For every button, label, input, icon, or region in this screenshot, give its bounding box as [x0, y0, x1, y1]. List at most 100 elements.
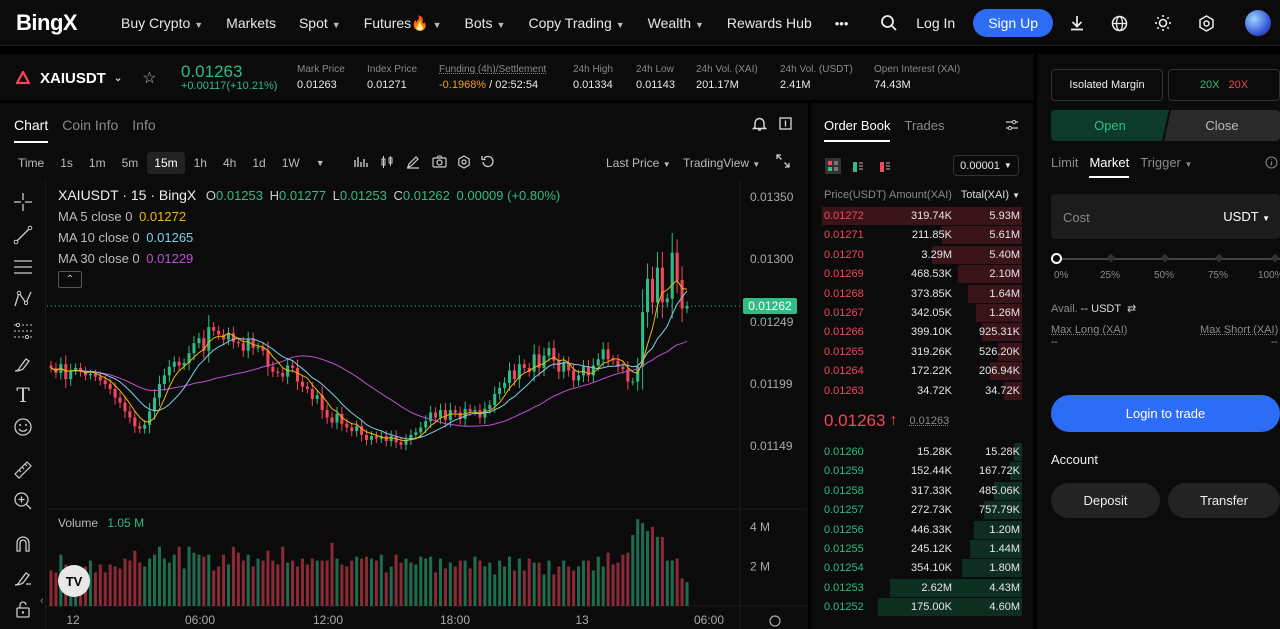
horizontal-lines-icon[interactable] [12, 256, 34, 278]
camera-icon[interactable] [432, 155, 447, 171]
download-icon[interactable] [1069, 15, 1085, 31]
chart-settings-icon[interactable] [457, 154, 471, 172]
ask-row[interactable]: 0.01265 319.26K 526.20K [822, 342, 1022, 362]
tab-chart[interactable]: Chart [14, 117, 49, 143]
nav-bots[interactable]: Bots ▼ [465, 15, 506, 31]
info-icon[interactable] [1265, 156, 1278, 172]
bingx-logo[interactable]: BingX [16, 10, 78, 35]
emoji-icon[interactable] [12, 416, 34, 438]
search-icon[interactable] [880, 14, 898, 32]
bid-row[interactable]: 0.01259 152.44K 167.72K [822, 462, 1022, 481]
tf-1s[interactable]: 1s [60, 156, 73, 170]
precision-select[interactable]: 0.00001 ▼ [953, 155, 1019, 176]
ruler-icon[interactable] [12, 459, 34, 481]
trend-line-icon[interactable] [12, 224, 34, 246]
order-type-market[interactable]: Market [1089, 155, 1130, 178]
bid-row[interactable]: 0.01252 175.00K 4.60M [822, 598, 1022, 617]
view-both-icon[interactable] [825, 158, 841, 174]
fib-tool-icon[interactable] [12, 320, 34, 342]
open-tab[interactable]: Open [1051, 110, 1169, 141]
candlestick-chart[interactable]: 0.01350 0.01300 0.01249 0.01199 0.01149 4 M 2 … [47, 181, 807, 629]
login-link[interactable]: Log In [916, 15, 956, 31]
login-to-trade-button[interactable]: Login to trade [1051, 395, 1280, 432]
order-type-trigger[interactable]: Trigger ▼ [1140, 155, 1192, 178]
ask-row[interactable]: 0.01271 211.85K 5.61M [822, 226, 1022, 245]
crosshair-icon[interactable] [12, 191, 34, 213]
tab-coin-info[interactable]: Coin Info [62, 117, 119, 133]
settings-icon[interactable] [1198, 14, 1215, 32]
bid-row[interactable]: 0.01257 272.73K 757.79K [822, 501, 1022, 520]
tab-order-book[interactable]: Order Book [824, 118, 891, 142]
tf-1m[interactable]: 1m [88, 156, 106, 170]
reset-chart-icon[interactable] [480, 155, 495, 172]
legend-collapse-button[interactable]: ⌃ [58, 271, 82, 288]
nav-futures[interactable]: Futures🔥 ▼ [364, 15, 442, 32]
more-menu-icon[interactable]: ••• [834, 15, 849, 31]
nav-rewards-hub[interactable]: Rewards Hub [727, 15, 812, 31]
tab-info[interactable]: Info [132, 117, 156, 133]
view-asks-icon[interactable] [880, 161, 890, 175]
bell-icon[interactable] [752, 116, 767, 132]
nav-wealth[interactable]: Wealth ▼ [648, 15, 704, 31]
ask-row[interactable]: 0.01267 342.05K 1.26M [822, 304, 1022, 323]
bid-row[interactable]: 0.01258 317.33K 485.06K [822, 481, 1022, 501]
tf-4h[interactable]: 4h [222, 156, 237, 170]
indicators-icon[interactable] [353, 155, 368, 171]
bid-row[interactable]: 0.01255 245.12K 1.44M [822, 540, 1022, 559]
pattern-icon[interactable] [12, 288, 34, 310]
ask-row[interactable]: 0.01270 3.29M 5.40M [822, 245, 1022, 265]
tf-15m[interactable]: 15m [147, 152, 185, 174]
tf-time[interactable]: Time [18, 156, 45, 170]
leverage-button[interactable]: 20X 20X [1168, 69, 1280, 101]
fullscreen-icon[interactable] [776, 154, 790, 171]
panel-collapse-icon[interactable] [779, 117, 792, 130]
brush-icon[interactable] [12, 352, 34, 374]
candle-type-icon[interactable] [380, 155, 394, 172]
transfer-button[interactable]: Transfer [1168, 483, 1280, 518]
amount-slider[interactable] [1051, 253, 1280, 283]
view-bids-icon[interactable] [853, 161, 863, 175]
cost-input[interactable]: Cost USDT ▼ [1051, 194, 1280, 239]
cost-unit-select[interactable]: USDT ▼ [1223, 209, 1270, 224]
nav-copy-trading[interactable]: Copy Trading ▼ [528, 15, 624, 31]
magnet-icon[interactable] [12, 533, 34, 555]
signup-button[interactable]: Sign Up [973, 9, 1053, 37]
slider-thumb[interactable] [1051, 253, 1062, 264]
ask-row[interactable]: 0.01269 468.53K 2.10M [822, 265, 1022, 284]
close-tab[interactable]: Close [1164, 110, 1280, 141]
axis-settings-icon[interactable] [769, 615, 781, 627]
favorite-star-icon[interactable]: ☆ [142, 70, 157, 87]
tradingview-logo[interactable]: TV [58, 565, 90, 597]
ask-row[interactable]: 0.01266 399.10K 925.31K [822, 323, 1022, 342]
ask-row[interactable]: 0.01272 319.74K 5.93M [822, 207, 1022, 226]
mid-mark-price[interactable]: 0.01263 [909, 415, 950, 427]
stat-funding[interactable]: Funding (4h)/Settlement -0.1968% / 02:52:… [439, 64, 546, 91]
lock-drawing-icon[interactable] [12, 566, 34, 588]
header-total[interactable]: Total(XAI) ▼ [961, 189, 1020, 201]
chevron-down-icon[interactable]: ▼ [315, 158, 325, 168]
symbol-selector[interactable]: XAIUSDT ⌄ ☆ [16, 68, 157, 88]
nav-markets[interactable]: Markets [226, 15, 276, 31]
chart-scroll-left-icon[interactable]: ‹ [40, 595, 44, 607]
bid-row[interactable]: 0.01260 15.28K 15.28K [822, 443, 1022, 462]
nav-buy-crypto[interactable]: Buy Crypto ▼ [121, 15, 203, 31]
bid-row[interactable]: 0.01254 354.10K 1.80M [822, 559, 1022, 578]
zoom-in-icon[interactable] [12, 490, 34, 512]
tab-trades[interactable]: Trades [904, 118, 945, 133]
lock-icon[interactable] [12, 598, 34, 620]
bid-row[interactable]: 0.01256 446.33K 1.20M [822, 520, 1022, 540]
transfer-swap-icon[interactable]: ⇄ [1126, 303, 1137, 315]
globe-icon[interactable] [1111, 15, 1128, 32]
price-type-select[interactable]: Last Price ▼ [606, 156, 671, 170]
chart-view-select[interactable]: TradingView ▼ [683, 156, 760, 170]
ask-row[interactable]: 0.01264 172.22K 206.94K [822, 362, 1022, 381]
avatar[interactable] [1245, 10, 1271, 36]
tf-5m[interactable]: 5m [121, 156, 139, 170]
drawing-edit-icon[interactable] [406, 155, 420, 172]
margin-mode-button[interactable]: Isolated Margin [1051, 69, 1163, 101]
order-type-limit[interactable]: Limit [1051, 155, 1079, 170]
ask-row[interactable]: 0.01268 373.85K 1.64M [822, 284, 1022, 304]
tf-1h[interactable]: 1h [193, 156, 207, 170]
bid-row[interactable]: 0.01253 2.62M 4.43M [822, 578, 1022, 598]
deposit-button[interactable]: Deposit [1051, 483, 1160, 518]
